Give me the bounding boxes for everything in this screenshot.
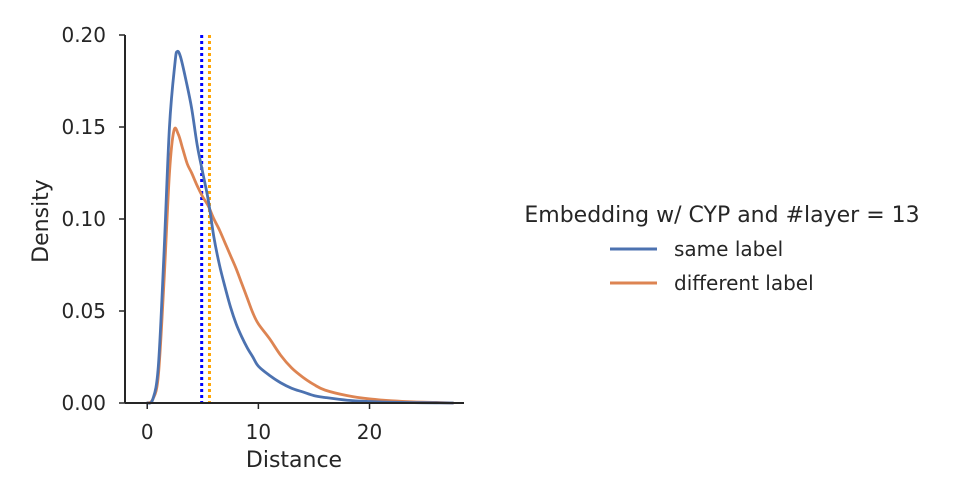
legend-label-same-label: same label — [674, 237, 783, 261]
series-line-same-label — [145, 49, 455, 405]
series-lines — [145, 49, 455, 405]
y-tick-label: 0.00 — [61, 391, 106, 415]
y-tick-label: 0.20 — [61, 23, 106, 47]
y-tick-label: 0.05 — [61, 299, 106, 323]
legend-title: Embedding w/ CYP and #layer = 13 — [524, 203, 919, 228]
x-axis-label: Distance — [246, 448, 342, 473]
y-axis-ticks: 0.00 0.05 0.10 0.15 0.20 — [61, 23, 125, 415]
x-tick-label: 0 — [141, 420, 154, 444]
legend: Embedding w/ CYP and #layer = 13 same la… — [524, 203, 919, 295]
x-tick-label: 20 — [357, 420, 382, 444]
reference-lines — [200, 35, 211, 403]
y-tick-label: 0.15 — [61, 115, 106, 139]
series-line-different-label — [145, 126, 455, 405]
legend-items: same label different label — [610, 237, 814, 295]
x-axis-ticks: 0 10 20 — [141, 403, 382, 444]
x-tick-label: 10 — [246, 420, 271, 444]
y-axis-label: Density — [29, 179, 54, 263]
legend-label-different-label: different label — [674, 271, 814, 295]
y-tick-label: 0.10 — [61, 207, 106, 231]
